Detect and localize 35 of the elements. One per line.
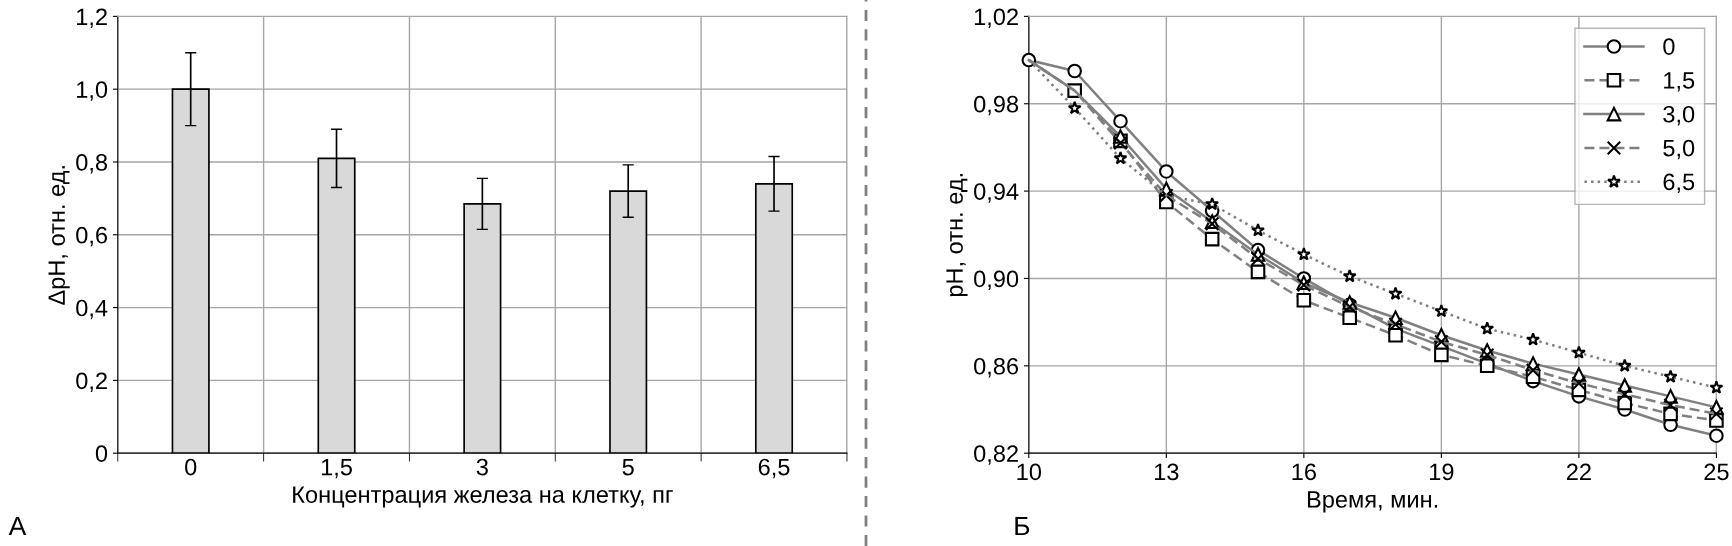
y-tick-label: 0,4 <box>76 299 108 320</box>
x-tick-label: 0 <box>185 458 197 476</box>
x-tick-label: 5 <box>622 458 634 476</box>
y-tick-label: 0,82 <box>974 445 1018 465</box>
x-tick-label: 6,5 <box>758 458 790 479</box>
x-tick-label: 22 <box>1566 463 1591 481</box>
x-tick-label: 3 <box>476 458 488 476</box>
text: А <box>8 516 27 536</box>
x-tick-label: 19 <box>1430 463 1454 481</box>
text: Б <box>1015 516 1030 536</box>
y-tick-label: 0,86 <box>974 357 1019 378</box>
legend-label: 1,5 <box>1664 72 1695 92</box>
y-tick-label: 0,6 <box>76 226 108 247</box>
x-tick-label: 1,5 <box>321 458 352 479</box>
x-tick-label: 10 <box>1017 463 1042 481</box>
legend-label: 5,0 <box>1663 139 1695 160</box>
y-tick-label: 0,90 <box>974 270 1019 291</box>
y-axis-title: ΔpH, отн. ед. <box>48 166 70 305</box>
legend-label: 0 <box>1663 38 1675 55</box>
x-tick-label: 13 <box>1155 463 1179 481</box>
y-axis-title: pH, отн. ед. <box>946 174 968 297</box>
y-tick-label: 1,02 <box>974 8 1018 28</box>
y-tick-label: 0,2 <box>76 372 107 392</box>
x-axis-title: Концентрация железа на клетку, пг <box>293 486 673 508</box>
y-tick-label: 1,2 <box>77 8 107 28</box>
y-tick-label: 1,0 <box>77 81 108 101</box>
y-tick-label: 0,94 <box>974 183 1019 203</box>
x-tick-label: 25 <box>1704 463 1729 481</box>
x-tick-label: 16 <box>1292 463 1316 481</box>
legend-label: 6,5 <box>1663 173 1695 194</box>
y-tick-label: 0,98 <box>974 95 1019 116</box>
y-tick-label: 0 <box>95 445 108 462</box>
x-axis-title: Время, мин. <box>1307 491 1438 513</box>
y-tick-label: 0,8 <box>76 154 108 174</box>
legend-label: 3,0 <box>1663 105 1695 126</box>
